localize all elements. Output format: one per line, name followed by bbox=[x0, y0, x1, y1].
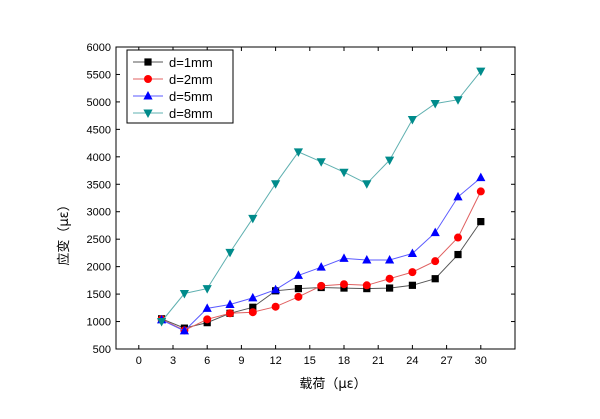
x-tick-label: 9 bbox=[238, 355, 244, 367]
data-point bbox=[453, 191, 463, 201]
legend-label: d=8mm bbox=[169, 106, 213, 121]
data-point bbox=[340, 280, 348, 289]
legend: d=1mm d=2mm d=5mm d=8mm bbox=[126, 49, 234, 124]
x-tick-label: 18 bbox=[338, 355, 350, 367]
data-point bbox=[453, 96, 463, 105]
x-tick-label: 24 bbox=[406, 355, 418, 367]
y-tick-label: 6000 bbox=[87, 42, 111, 54]
series-layer bbox=[157, 67, 486, 335]
data-point bbox=[386, 284, 394, 292]
x-tick-label: 3 bbox=[170, 355, 176, 367]
data-point bbox=[430, 227, 440, 237]
data-point bbox=[179, 325, 189, 335]
data-point bbox=[477, 218, 485, 226]
data-point bbox=[271, 302, 280, 311]
x-tick-label: 12 bbox=[269, 355, 281, 367]
y-tick-label: 3000 bbox=[87, 207, 111, 219]
series-d=5mm bbox=[157, 172, 486, 335]
data-point bbox=[385, 156, 395, 166]
series-d=2mm bbox=[157, 187, 485, 335]
data-point bbox=[271, 180, 281, 189]
y-tick-label: 2000 bbox=[87, 262, 111, 274]
plot-area bbox=[115, 46, 516, 350]
y-tick-label: 3500 bbox=[87, 179, 111, 191]
data-point bbox=[316, 158, 326, 167]
data-point bbox=[293, 148, 303, 157]
y-axis-title: 应变（με） bbox=[56, 198, 72, 265]
data-point bbox=[225, 248, 235, 258]
legend-label: d=2mm bbox=[169, 72, 213, 87]
x-tick-label: 0 bbox=[136, 355, 142, 367]
x-axis-title: 载荷（με） bbox=[299, 377, 366, 392]
legend-label: d=1mm bbox=[169, 55, 213, 70]
data-point bbox=[408, 268, 417, 277]
data-point bbox=[476, 172, 486, 182]
y-axis: 500 1000 1500 2000 2500 3000 3500 4000 4500 5000 5… bbox=[87, 42, 515, 356]
data-point bbox=[271, 284, 281, 294]
data-point bbox=[179, 290, 189, 299]
data-point bbox=[157, 318, 167, 327]
y-tick-label: 1500 bbox=[87, 289, 111, 301]
legend-marker bbox=[144, 58, 152, 66]
y-tick-label: 2500 bbox=[87, 234, 111, 246]
x-tick-label: 27 bbox=[440, 355, 452, 367]
data-point bbox=[294, 292, 303, 301]
data-point bbox=[407, 248, 417, 257]
data-point bbox=[226, 309, 234, 318]
data-point bbox=[248, 308, 257, 317]
data-point bbox=[248, 214, 258, 224]
data-point bbox=[202, 285, 212, 294]
x-axis: 0 3 6 9 12 15 18 21 24 27 30 bbox=[136, 47, 487, 367]
data-point bbox=[249, 303, 257, 311]
data-point bbox=[294, 285, 302, 293]
data-point bbox=[431, 275, 439, 283]
data-point bbox=[430, 100, 440, 109]
data-point bbox=[476, 187, 485, 196]
legend-label: d=5mm bbox=[169, 89, 213, 104]
legend-marker bbox=[144, 75, 152, 83]
x-tick-label: 30 bbox=[475, 355, 487, 367]
y-tick-label: 5000 bbox=[87, 97, 111, 109]
data-point bbox=[408, 281, 416, 289]
data-point bbox=[225, 299, 235, 309]
data-point bbox=[293, 270, 303, 279]
data-point bbox=[362, 281, 371, 290]
data-point bbox=[362, 255, 372, 264]
data-point bbox=[476, 67, 486, 77]
data-point bbox=[362, 180, 372, 189]
data-point bbox=[454, 250, 462, 259]
data-point bbox=[202, 303, 212, 312]
y-tick-label: 4000 bbox=[87, 152, 111, 164]
y-tick-label: 4500 bbox=[87, 124, 111, 136]
data-point bbox=[385, 255, 395, 264]
data-point bbox=[454, 233, 462, 242]
legend-marker bbox=[143, 109, 153, 118]
data-point bbox=[407, 115, 417, 125]
y-tick-label: 500 bbox=[93, 344, 111, 356]
data-point bbox=[385, 274, 394, 283]
data-point bbox=[339, 253, 349, 262]
data-point bbox=[431, 257, 440, 266]
y-tick-label: 5500 bbox=[87, 69, 111, 81]
y-tick-label: 1000 bbox=[87, 317, 111, 329]
x-tick-label: 6 bbox=[204, 355, 210, 367]
legend-marker bbox=[143, 91, 153, 100]
data-point bbox=[203, 315, 212, 324]
data-point bbox=[317, 281, 326, 290]
data-point bbox=[316, 262, 326, 271]
x-tick-label: 21 bbox=[372, 355, 384, 367]
data-point bbox=[248, 292, 258, 302]
series-d=8mm bbox=[157, 67, 486, 327]
series-line bbox=[161, 221, 482, 329]
data-point bbox=[339, 168, 349, 178]
x-tick-label: 15 bbox=[304, 355, 316, 367]
